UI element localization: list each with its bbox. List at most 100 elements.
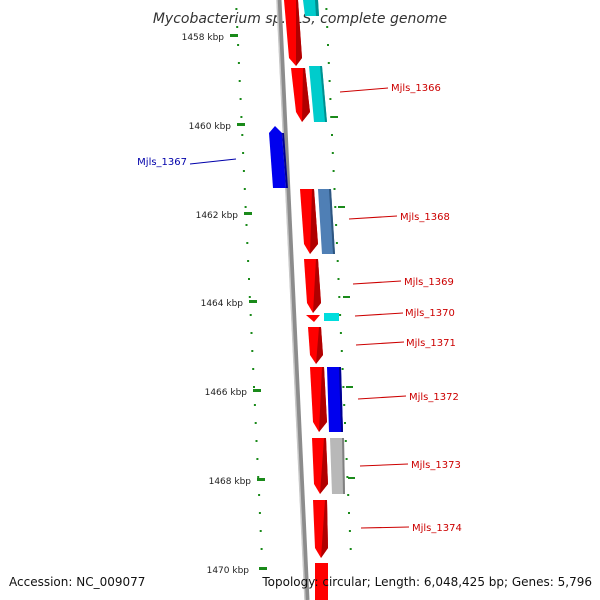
scale-dot xyxy=(247,260,250,262)
tick-1470: 1470 kbp xyxy=(207,566,267,576)
scale-dot xyxy=(327,44,329,46)
genome-backbone xyxy=(276,0,310,600)
scale-dot xyxy=(253,386,255,388)
scale-dot xyxy=(335,242,338,244)
gene-label-mjls-1370[interactable]: Mjls_1370 xyxy=(405,308,455,319)
scale-dot xyxy=(340,350,343,352)
scale-dot xyxy=(325,8,328,10)
tick-1460: 1460 kbp xyxy=(189,122,245,132)
gene-feature[interactable] xyxy=(269,126,288,188)
scale-dot xyxy=(342,386,345,388)
gene-feature[interactable] xyxy=(324,313,339,321)
gene-feature[interactable] xyxy=(313,500,328,558)
scale-dot xyxy=(245,224,248,226)
gene-feature[interactable] xyxy=(330,438,345,494)
scale-dot xyxy=(248,296,251,298)
gene-feature[interactable] xyxy=(306,315,320,322)
gene-label-mjls-1367[interactable]: Mjls_1367 xyxy=(137,157,187,168)
gene-feature[interactable] xyxy=(304,259,321,313)
right-ring-ticks xyxy=(331,116,355,479)
scale-dot xyxy=(244,206,247,208)
tick-label-1468: 1468 kbp xyxy=(209,477,252,487)
scale-dot xyxy=(339,332,342,334)
scale-dot xyxy=(337,278,340,280)
scale-dot xyxy=(259,530,262,532)
scale-dot xyxy=(334,206,337,208)
scale-dot xyxy=(252,368,255,370)
tick-label-1462: 1462 kbp xyxy=(196,211,239,221)
scale-dot xyxy=(257,476,260,478)
gene-label-mjls-1368[interactable]: Mjls_1368 xyxy=(400,212,450,223)
scale-dot xyxy=(329,98,332,100)
scale-dot xyxy=(241,134,244,136)
tick-1458: 1458 kbp xyxy=(182,33,238,43)
scale-dot xyxy=(240,116,243,118)
gene-label-mjls-1374[interactable]: Mjls_1374 xyxy=(412,523,462,534)
scale-dot xyxy=(339,314,342,316)
gene-feature[interactable] xyxy=(312,438,328,494)
tick-label-1464: 1464 kbp xyxy=(201,299,244,309)
scale-dot xyxy=(242,170,245,172)
scale-dot xyxy=(327,62,330,64)
scale-dot xyxy=(260,548,263,550)
gene-label-mjls-1371[interactable]: Mjls_1371 xyxy=(406,338,456,349)
scale-dot xyxy=(246,242,249,244)
kbp-ticks: 1458 kbp 1460 kbp 1462 kbp 1464 kbp 1466… xyxy=(182,33,267,576)
scale-dot xyxy=(348,530,351,532)
gene-feature[interactable] xyxy=(310,367,327,432)
gene-label-mjls-1372[interactable]: Mjls_1372 xyxy=(409,392,459,403)
scale-dot xyxy=(346,476,349,478)
gene-feature[interactable] xyxy=(309,66,327,122)
tick-1464: 1464 kbp xyxy=(201,299,257,309)
scale-dot xyxy=(237,44,240,46)
scale-dot xyxy=(237,62,240,64)
gene-feature[interactable] xyxy=(300,189,318,254)
gene-labels: Mjls_1366 Mjls_1367 Mjls_1368 Mjls_1369 … xyxy=(137,83,462,534)
scale-dot xyxy=(336,260,339,262)
scale-dot xyxy=(239,98,242,100)
gene-feature[interactable] xyxy=(315,563,328,600)
gene-feature[interactable] xyxy=(303,0,319,16)
scale-dot xyxy=(341,368,344,370)
gene-label-mjls-1369[interactable]: Mjls_1369 xyxy=(404,277,454,288)
scale-dot xyxy=(258,512,261,514)
scale-dot xyxy=(248,278,250,280)
gene-label-mjls-1373[interactable]: Mjls_1373 xyxy=(411,460,461,471)
scale-ring-left xyxy=(235,8,263,550)
scale-dot xyxy=(333,188,336,190)
scale-dot xyxy=(258,494,261,496)
genome-summary-text: Topology: circular; Length: 6,048,425 bp… xyxy=(261,575,592,589)
scale-dot xyxy=(326,26,329,28)
scale-dot xyxy=(235,8,238,10)
genome-backbone-highlight xyxy=(276,0,306,600)
gene-label-mjls-1366[interactable]: Mjls_1366 xyxy=(391,83,441,94)
gene-feature[interactable] xyxy=(318,189,335,254)
scale-dot xyxy=(332,170,335,172)
scale-dot xyxy=(348,512,350,514)
scale-dot xyxy=(349,548,352,550)
scale-dot xyxy=(345,458,348,460)
scale-dot xyxy=(338,296,341,298)
scale-dot xyxy=(347,494,350,496)
label-leaders xyxy=(189,87,410,529)
scale-dot xyxy=(256,458,259,460)
scale-dot xyxy=(249,314,252,316)
gene-feature[interactable] xyxy=(308,327,323,364)
scale-dot xyxy=(255,440,258,442)
scale-dot xyxy=(253,404,256,406)
map-title: Mycobacterium sp. JLS, complete genome xyxy=(153,11,447,27)
scale-dot xyxy=(343,404,346,406)
scale-dot xyxy=(250,332,253,334)
gene-feature[interactable] xyxy=(327,367,343,432)
tick-label-1466: 1466 kbp xyxy=(205,388,248,398)
tick-label-1458: 1458 kbp xyxy=(182,33,225,43)
scale-dot xyxy=(251,350,254,352)
scale-dot xyxy=(344,422,346,424)
scale-dot xyxy=(254,422,257,424)
gene-feature[interactable] xyxy=(291,68,310,122)
gene-feature[interactable] xyxy=(284,0,302,66)
tick-label-1470: 1470 kbp xyxy=(207,566,250,576)
scale-dot xyxy=(236,26,239,28)
